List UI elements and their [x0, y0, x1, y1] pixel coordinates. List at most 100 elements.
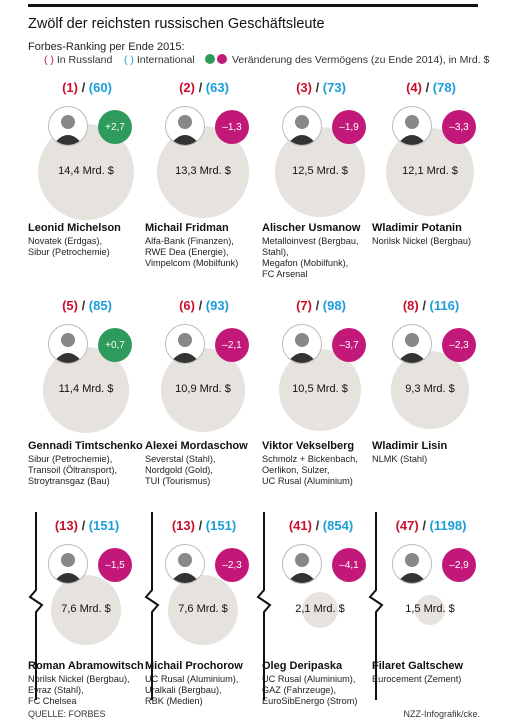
person-name: Michail Prochorow — [145, 660, 243, 672]
company-list: Alfa-Bank (Finanzen), RWE Dea (Energie), V… — [145, 236, 238, 269]
rank-label: (3) / (73) — [296, 80, 346, 95]
person-card: (47) / (1198) 1,5 Mrd. $ –2,9 Filaret Galts… — [372, 518, 490, 718]
company-item: EuroSibEnergo (Strom) — [262, 696, 358, 706]
company-item: Eurocement (Zement) — [372, 674, 462, 684]
rank-label: (6) / (93) — [179, 298, 229, 313]
rank-label: (41) / (854) — [288, 518, 354, 533]
company-item: Uralkali (Bergbau), — [145, 685, 222, 695]
rank-russia: (2) — [179, 80, 195, 95]
rank-label: (47) / (1198) — [395, 518, 467, 533]
portrait-photo — [48, 544, 88, 584]
portrait-photo — [165, 544, 205, 584]
rank-international: (116) — [429, 298, 460, 313]
wealth-label: 12,5 Mrd. $ — [292, 165, 348, 177]
rank-russia: (1) — [62, 80, 78, 95]
person-card: (4) / (78) 12,1 Mrd. $ –3,3 Wladimir Potani… — [372, 80, 490, 280]
gap-bracket — [28, 512, 44, 700]
person-card: (13) / (151) 7,6 Mrd. $ –2,3 Michail Procho… — [145, 518, 263, 718]
portrait-photo — [282, 324, 322, 364]
rank-label: (13) / (151) — [171, 518, 237, 533]
company-item: Vimpelcom (Mobilfunk) — [145, 258, 239, 268]
company-item: Nordgold (Gold), — [145, 465, 213, 475]
company-item: GAZ (Fahrzeuge), — [262, 685, 337, 695]
top-rule — [28, 4, 478, 7]
company-list: Metalloinvest (Bergbau, Stahl), Megafon (M… — [262, 236, 359, 280]
company-item: FC Arsenal — [262, 269, 308, 279]
person-card: (8) / (116) 9,3 Mrd. $ –2,3 Wladimir Lisin N… — [372, 298, 490, 498]
company-item: RBK (Medien) — [145, 696, 203, 706]
portrait-photo — [165, 106, 205, 146]
wealth-circle — [414, 594, 446, 626]
wealth-label: 11,4 Mrd. $ — [58, 383, 114, 395]
wealth-change-badge: –4,1 — [332, 548, 366, 582]
wealth-label: 12,1 Mrd. $ — [402, 165, 458, 177]
rank-label: (2) / (63) — [179, 80, 229, 95]
wealth-change-badge: +2,7 — [98, 110, 132, 144]
company-item: FC Chelsea — [28, 696, 77, 706]
page-title: Zwölf der reichsten russischen Geschäfts… — [28, 16, 325, 32]
credit-note: NZZ-Infografik/cke. — [403, 709, 480, 719]
rank-russia: (5) — [62, 298, 78, 313]
portrait-photo — [392, 324, 432, 364]
wealth-change-badge: –3,3 — [442, 110, 476, 144]
company-item: Schmolz + Bickenbach, — [262, 454, 358, 464]
person-name: Wladimir Lisin — [372, 440, 448, 452]
rank-international: (63) — [205, 80, 229, 95]
person-card: (5) / (85) 11,4 Mrd. $ +0,7 Gennadi Timtsch… — [28, 298, 146, 498]
wealth-change-badge: –2,9 — [442, 548, 476, 582]
person-name: Wladimir Potanin — [372, 222, 462, 234]
wealth-circle — [391, 351, 469, 429]
company-item: Evraz (Stahl), — [28, 685, 84, 695]
wealth-label: 14,4 Mrd. $ — [58, 165, 114, 177]
wealth-change-badge: –1,9 — [332, 110, 366, 144]
person-name: Alexei Mordaschow — [145, 440, 248, 452]
company-item: UC Rusal (Aluminium), — [145, 674, 239, 684]
company-list: Sibur (Petrochemie), Transoil (Öltranspor… — [28, 454, 117, 487]
company-list: UC Rusal (Aluminium), Uralkali (Bergbau),… — [145, 674, 238, 707]
portrait-photo — [282, 544, 322, 584]
company-list: Novatek (Erdgas), Sibur (Petrochemie) — [28, 236, 110, 258]
rank-label: (13) / (151) — [54, 518, 120, 533]
company-list: Severstal (Stahl), Nordgold (Gold), TUI (T… — [145, 454, 215, 487]
portrait-photo — [48, 324, 88, 364]
wealth-change-badge: –1,5 — [98, 548, 132, 582]
person-name: Roman Abramowitsch — [28, 660, 144, 672]
company-list: Norilsk Nickel (Bergbau) — [372, 236, 471, 247]
rank-label: (1) / (60) — [62, 80, 112, 95]
gap-bracket — [144, 512, 160, 700]
rank-russia: (6) — [179, 298, 195, 313]
company-item: Severstal (Stahl), — [145, 454, 216, 464]
rank-russia: (4) — [406, 80, 422, 95]
wealth-circle — [279, 349, 361, 431]
rank-international: (73) — [322, 80, 346, 95]
wealth-circle — [51, 575, 121, 645]
company-item: NLMK (Stahl) — [372, 454, 428, 464]
company-item: RWE Dea (Energie), — [145, 247, 229, 257]
company-list: Norilsk Nickel (Bergbau), Evraz (Stahl), F… — [28, 674, 130, 707]
rank-label: (5) / (85) — [62, 298, 112, 313]
company-item: Oerlikon, Sulzer, — [262, 465, 330, 475]
legend-dot-negative — [217, 54, 227, 64]
company-item: Novatek (Erdgas), — [28, 236, 103, 246]
wealth-change-badge: –1,3 — [215, 110, 249, 144]
rank-international: (151) — [205, 518, 237, 533]
portrait-photo — [48, 106, 88, 146]
person-card: (41) / (854) 2,1 Mrd. $ –4,1 Oleg Deripaska… — [262, 518, 380, 718]
source-note: QUELLE: FORBES — [28, 709, 106, 719]
wealth-change-badge: –2,1 — [215, 328, 249, 362]
wealth-label: 13,3 Mrd. $ — [175, 165, 231, 177]
company-item: Sibur (Petrochemie), — [28, 454, 113, 464]
company-item: UC Rusal (Aluminium) — [262, 476, 353, 486]
person-name: Viktor Vekselberg — [262, 440, 355, 452]
rank-russia: (13) — [171, 518, 195, 533]
wealth-change-badge: –2,3 — [442, 328, 476, 362]
rank-international: (151) — [88, 518, 120, 533]
wealth-circle — [161, 348, 245, 432]
wealth-label: 1,5 Mrd. $ — [405, 603, 455, 615]
rank-label: (8) / (116) — [402, 298, 460, 313]
legend-dot-positive — [205, 54, 215, 64]
wealth-label: 10,9 Mrd. $ — [175, 383, 231, 395]
legend-international: ( ) International — [124, 54, 195, 66]
company-item: UC Rusal (Aluminium), — [262, 674, 356, 684]
